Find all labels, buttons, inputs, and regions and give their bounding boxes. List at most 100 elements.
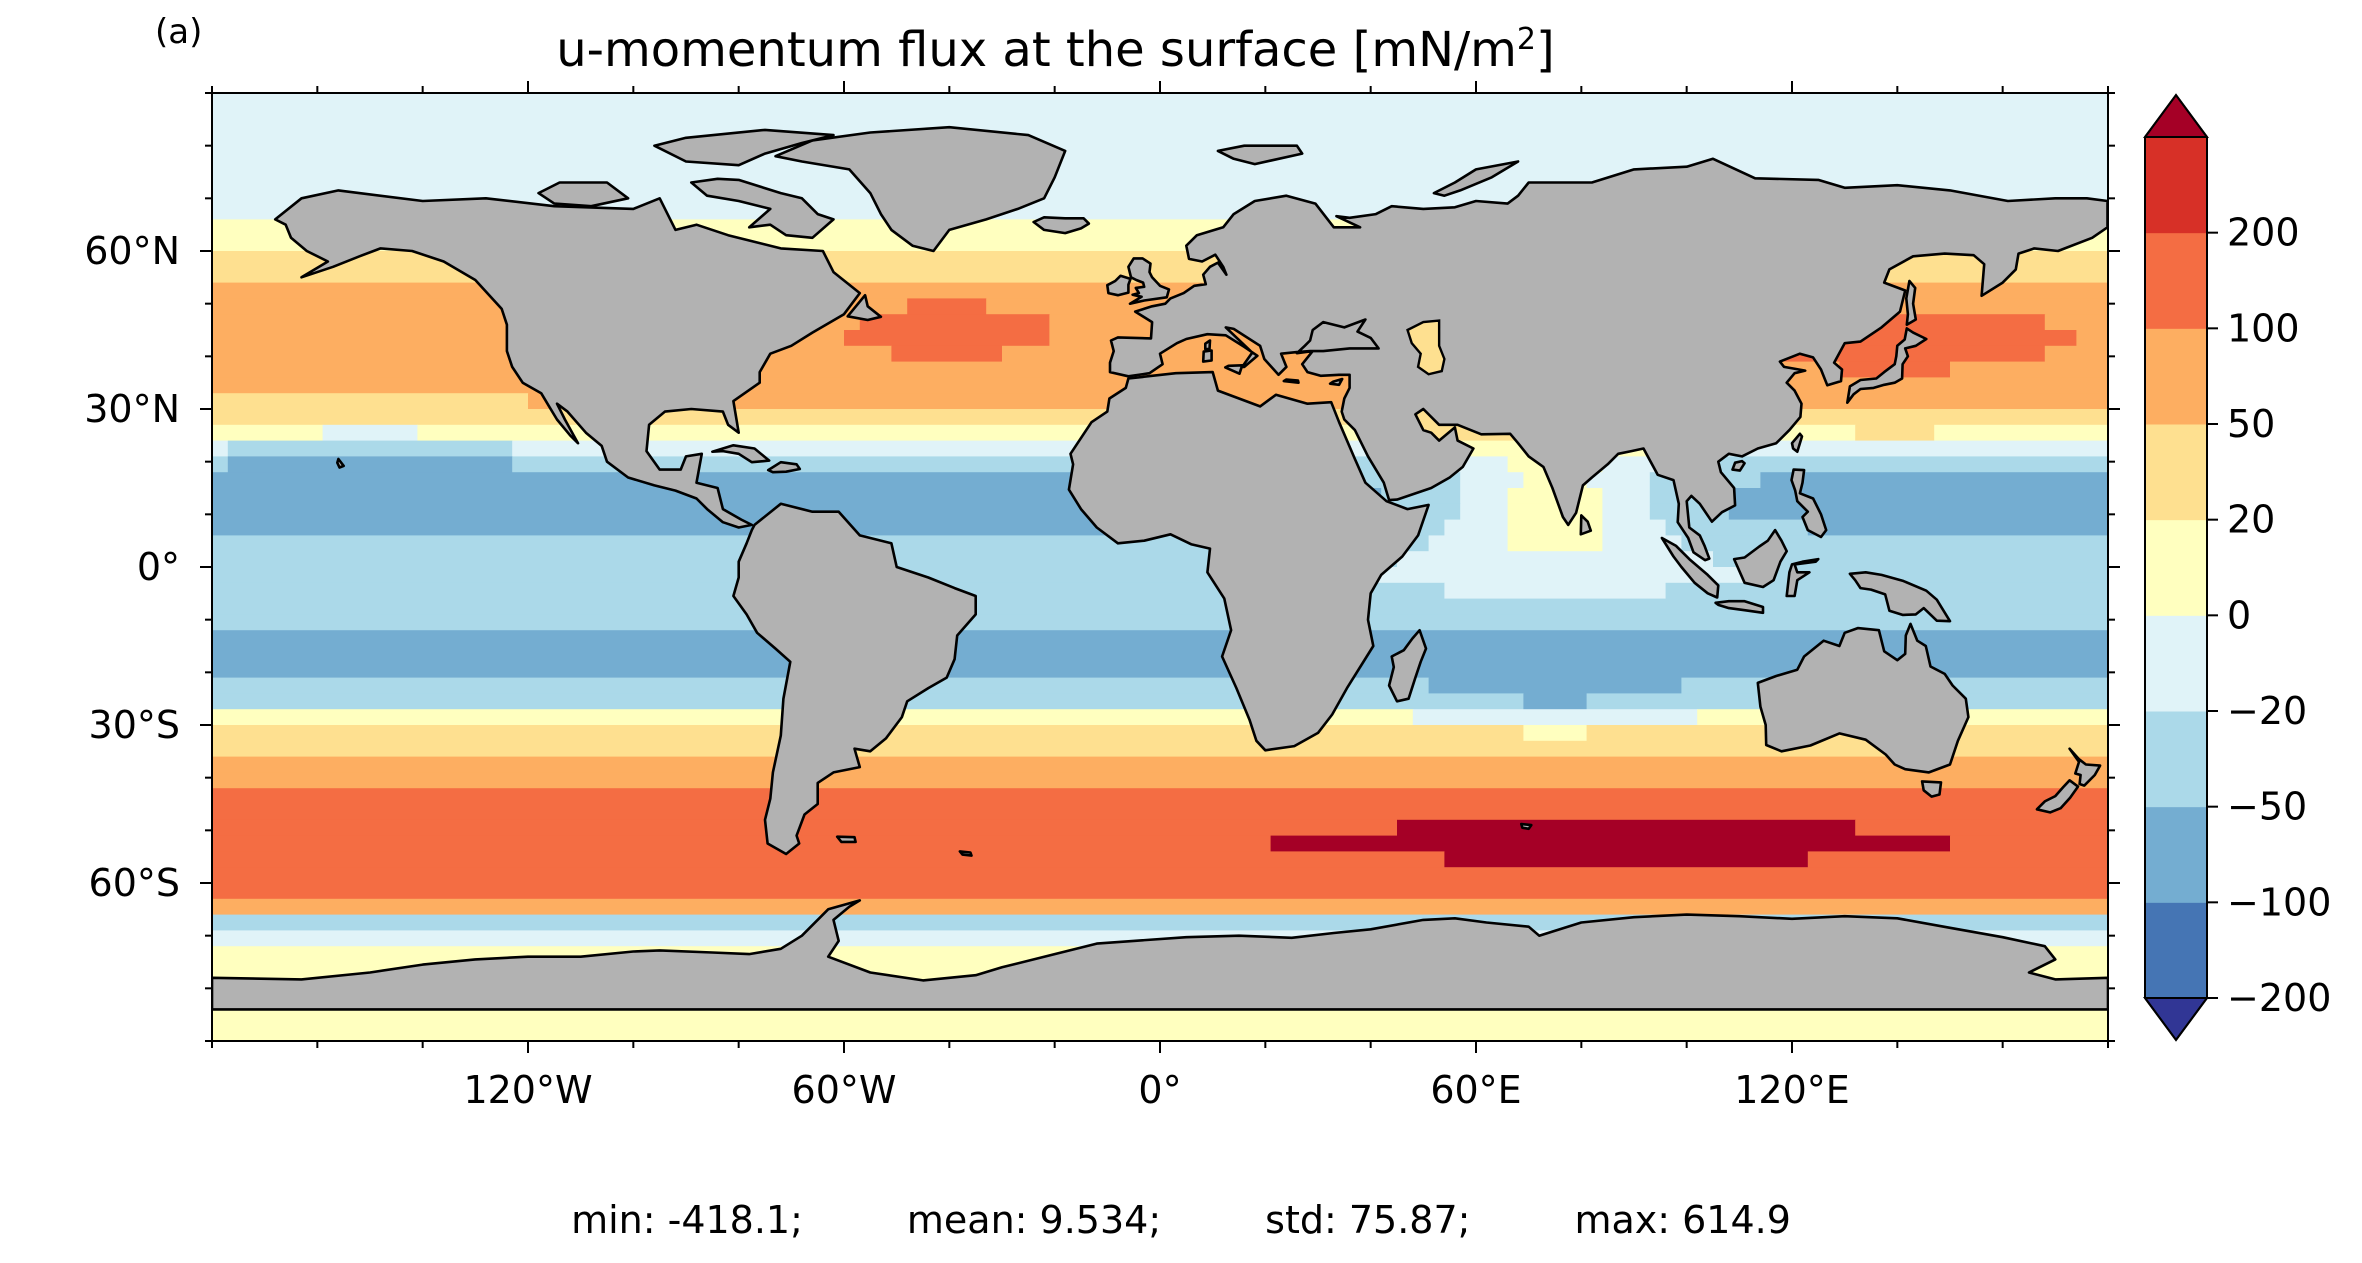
landmass-south-america (732, 502, 978, 856)
colorbar-tick-label: 20 (2227, 498, 2275, 542)
flux-cell-run (1523, 725, 1588, 742)
flux-cell-run (1428, 535, 1509, 552)
colorbar-tick-label: 100 (2227, 306, 2300, 350)
colorbar-tick-label: −200 (2227, 976, 2331, 1020)
landmass-japan (1846, 327, 1928, 405)
landmass-africa (1067, 370, 1430, 752)
flux-cell-run (1412, 709, 1698, 726)
flux-cell-run (322, 424, 418, 442)
flux-cell-run (212, 646, 2108, 663)
flux-cell-run (1523, 693, 1588, 710)
flux-cell-run (212, 898, 2108, 916)
landmass-newfoundland (846, 293, 883, 322)
flux-cell-run (212, 630, 2108, 647)
flux-cell-run (212, 788, 2108, 805)
landmass-sicily (1224, 363, 1244, 376)
landmass-hispaniola (766, 460, 802, 474)
colorbar-tick-label: −50 (2227, 785, 2307, 829)
landmass-sulawesi (1785, 557, 1820, 598)
y-tick-label: 60°N (84, 229, 180, 273)
flux-cell-run (1507, 503, 1603, 521)
colorbar-tick-label: 50 (2227, 402, 2275, 446)
stat-min: min: -418.1; (571, 1198, 803, 1242)
landmass-novaya-zemlya (1432, 160, 1520, 197)
landmass-crete (1282, 378, 1300, 385)
flux-cell-run (1728, 488, 2108, 505)
flux-cell-run (212, 156, 2108, 173)
x-tick-label: 60°W (792, 1068, 897, 1112)
flux-cell-run (1950, 835, 2108, 852)
caspian-sea (1406, 319, 1446, 376)
figure-title: u-momentum flux at the surface [mN/m2] (212, 22, 1899, 78)
flux-cell-run (2044, 345, 2108, 363)
landmass-greenland (774, 125, 1067, 253)
panel-label: (a) (155, 12, 203, 52)
landmass-cuba (710, 443, 771, 464)
flux-cell-run (212, 472, 1351, 489)
flux-cell-run (212, 614, 2108, 631)
colorbar-segment (2145, 232, 2207, 329)
landmass-victoria-island (537, 181, 630, 208)
colorbar-tick-label: 0 (2227, 593, 2251, 637)
colorbar-segment (2145, 519, 2207, 616)
flux-cell-run (212, 804, 2108, 821)
flux-cell-run (227, 456, 513, 473)
colorbar-segment (2145, 328, 2207, 425)
flux-cell-run (1397, 819, 1856, 837)
flux-cell-run (212, 835, 1272, 852)
x-tick-label: 120°E (1734, 1068, 1850, 1112)
flux-cell-run (212, 393, 529, 410)
landmass-cyprus (1328, 377, 1344, 387)
flux-cell-run (859, 314, 1050, 331)
x-tick-label: 120°W (463, 1068, 592, 1112)
title-end: ] (1536, 22, 1555, 78)
flux-cell-run (212, 140, 2108, 157)
flux-cell-run (907, 298, 987, 315)
flux-cell-run (212, 456, 229, 473)
landmass-north-america (273, 189, 862, 529)
flux-cell-run (1586, 472, 1651, 489)
flux-cell-run (212, 1025, 2108, 1041)
landmass-kerguelen (1520, 822, 1533, 831)
landmass-corsica (1204, 339, 1212, 351)
flux-cell-run (212, 661, 2108, 679)
flux-cell-run (1602, 503, 1651, 521)
flux-cell-run (1855, 819, 2108, 837)
stat-max: max: 614.9 (1574, 1198, 1791, 1242)
colorbar-segment (2145, 137, 2207, 234)
y-tick-label: 30°S (89, 703, 180, 747)
stats-line: min: -418.1; mean: 9.534; std: 75.87; max: … (0, 1198, 2362, 1242)
title-superscript: 2 (1516, 22, 1536, 57)
flux-cell-run (1950, 361, 2108, 378)
flux-cell-run (1807, 851, 2108, 868)
x-tick-label: 60°E (1430, 1068, 1521, 1112)
flux-cell-run (212, 108, 2108, 126)
flux-cell-run (1444, 519, 1509, 536)
flux-cell-run (212, 772, 2108, 789)
flux-cell-run (212, 124, 2108, 141)
landmass-java (1714, 599, 1765, 615)
flux-cell-run (1602, 519, 1667, 536)
flux-cell-run (1460, 472, 1524, 489)
landmass-hawaii (335, 457, 346, 469)
flux-cell-run (891, 345, 1003, 363)
flux-cell-run (212, 756, 2108, 773)
flux-cell-run (212, 93, 2108, 110)
landmass-eurasia (1108, 157, 2108, 562)
flux-cell-run (1681, 440, 2108, 457)
flux-cell-run (844, 330, 1050, 347)
flux-cell-run (1460, 503, 1509, 521)
colorbar-segment (2145, 615, 2207, 712)
flux-cell-run (2044, 314, 2108, 331)
flux-cell-run (1681, 535, 2108, 552)
stat-std: std: 75.87; (1265, 1198, 1471, 1242)
colorbar-over-arrow (2143, 93, 2209, 138)
landmass-philippines (1790, 468, 1828, 539)
landmass-new-guinea (1848, 570, 1952, 623)
flux-cell-run (2076, 330, 2108, 347)
stat-mean: mean: 9.534; (906, 1198, 1162, 1242)
land-masses (212, 125, 2108, 1011)
landmass-ellesmere (653, 128, 835, 167)
flux-cell-run (1460, 488, 1509, 505)
